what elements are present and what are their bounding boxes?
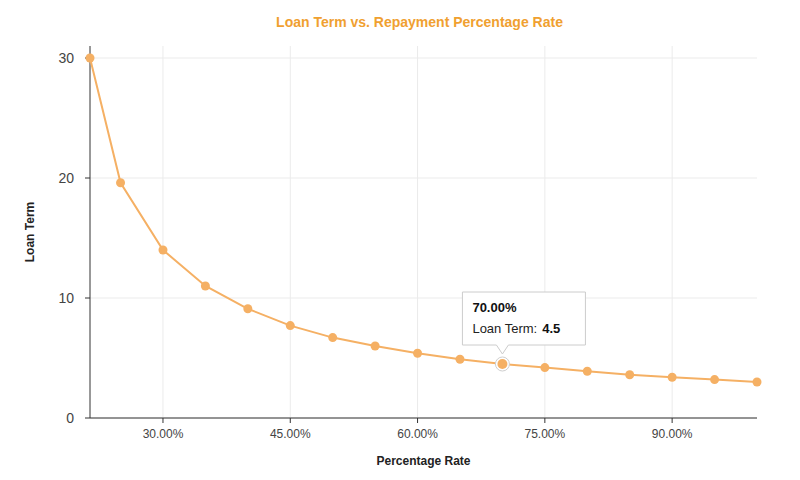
x-grid-line bbox=[544, 46, 545, 418]
x-axis-label: Percentage Rate bbox=[376, 454, 470, 468]
data-point[interactable] bbox=[710, 375, 719, 384]
data-point[interactable] bbox=[328, 333, 337, 342]
x-tick bbox=[544, 418, 545, 423]
x-tick bbox=[162, 418, 163, 423]
data-point[interactable] bbox=[753, 378, 762, 387]
tooltip-box bbox=[462, 292, 585, 354]
x-tick bbox=[417, 418, 418, 423]
y-grid-line bbox=[90, 418, 757, 419]
data-group bbox=[86, 54, 762, 387]
series-line bbox=[90, 58, 757, 382]
y-tick bbox=[85, 178, 90, 179]
x-tick-label: 75.00% bbox=[524, 427, 565, 441]
y-tick bbox=[85, 298, 90, 299]
x-tick-label: 90.00% bbox=[652, 427, 693, 441]
x-axis-line bbox=[90, 418, 757, 419]
x-grid-line bbox=[672, 46, 673, 418]
y-grid-line bbox=[90, 178, 757, 179]
chart-title: Loan Term vs. Repayment Percentage Rate bbox=[276, 14, 563, 30]
data-point[interactable] bbox=[158, 246, 167, 255]
x-grid-line bbox=[162, 46, 163, 418]
data-point[interactable] bbox=[413, 349, 422, 358]
x-grid-line bbox=[290, 46, 291, 418]
x-tick bbox=[672, 418, 673, 423]
x-tick-label: 30.00% bbox=[143, 427, 184, 441]
x-tick bbox=[290, 418, 291, 423]
data-point[interactable] bbox=[86, 54, 95, 63]
y-tick bbox=[85, 418, 90, 419]
grid bbox=[90, 46, 757, 418]
y-tick-label: 0 bbox=[66, 410, 74, 426]
data-point[interactable] bbox=[371, 342, 380, 351]
chart-container: Loan Term vs. Repayment Percentage Rate 0… bbox=[0, 0, 800, 480]
y-grid-line bbox=[90, 298, 757, 299]
x-tick-label: 45.00% bbox=[270, 427, 311, 441]
y-grid-line bbox=[90, 58, 757, 59]
y-tick-label: 20 bbox=[58, 170, 74, 186]
data-point[interactable] bbox=[243, 304, 252, 313]
x-grid-line bbox=[417, 46, 418, 418]
highlight-ring bbox=[495, 357, 509, 371]
y-tick-label: 30 bbox=[58, 50, 74, 66]
data-point[interactable] bbox=[583, 367, 592, 376]
data-point[interactable] bbox=[286, 321, 295, 330]
data-point[interactable] bbox=[668, 373, 677, 382]
data-point[interactable] bbox=[201, 282, 210, 291]
tooltip-header: 70.00% bbox=[472, 300, 517, 315]
data-point[interactable] bbox=[540, 363, 549, 372]
tooltip: 70.00% Loan Term: 4.5 bbox=[462, 292, 585, 354]
data-point[interactable] bbox=[116, 178, 125, 187]
y-axis-label: Loan Term bbox=[23, 202, 37, 262]
data-point[interactable] bbox=[455, 355, 464, 364]
tooltip-value: 4.5 bbox=[542, 321, 560, 336]
y-tick-label: 10 bbox=[58, 290, 74, 306]
tooltip-label: Loan Term: bbox=[472, 321, 537, 336]
y-axis-line bbox=[90, 46, 91, 418]
data-point[interactable] bbox=[625, 370, 634, 379]
chart-svg: Loan Term vs. Repayment Percentage Rate 0… bbox=[0, 0, 800, 480]
x-tick-label: 60.00% bbox=[397, 427, 438, 441]
data-point[interactable] bbox=[497, 359, 507, 369]
